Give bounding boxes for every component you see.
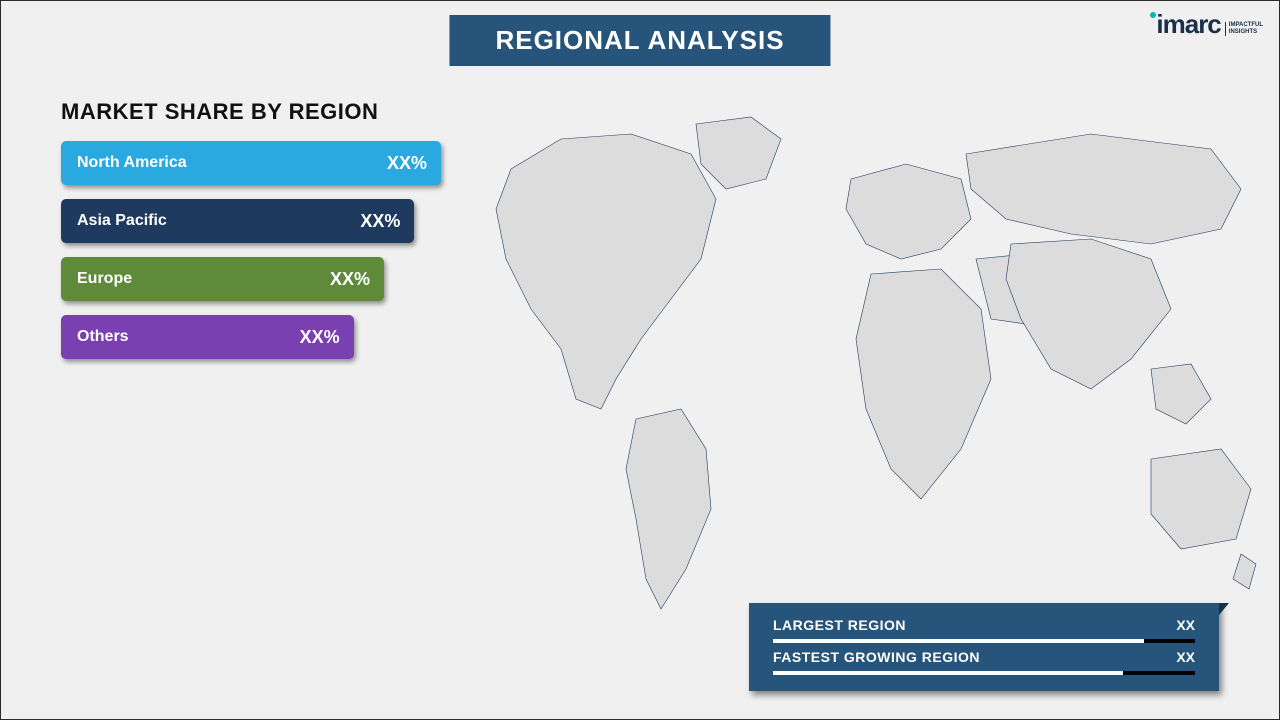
map-region (1006, 239, 1171, 389)
map-region (856, 269, 991, 499)
map-region (966, 134, 1241, 244)
info-row: FASTEST GROWING REGION XX (749, 645, 1219, 677)
region-bar: North America XX% (61, 141, 441, 185)
world-map (451, 109, 1261, 629)
region-bar: Others XX% (61, 315, 354, 359)
map-region (626, 409, 711, 609)
map-region (696, 117, 781, 189)
info-meter-fill (773, 671, 1123, 675)
panel-heading: MARKET SHARE BY REGION (61, 99, 441, 125)
world-map-svg (451, 109, 1261, 629)
map-region (496, 134, 716, 409)
logo-tagline: IMPACTFULINSIGHTS (1225, 22, 1263, 36)
region-bar: Europe XX% (61, 257, 384, 301)
region-bar-value: XX% (300, 327, 340, 348)
info-meter (773, 671, 1195, 675)
region-bar-value: XX% (387, 153, 427, 174)
info-meter-fill (773, 639, 1144, 643)
map-region (1233, 554, 1256, 589)
map-region (846, 164, 971, 259)
info-meter (773, 639, 1195, 643)
page-title-banner: REGIONAL ANALYSIS (449, 15, 830, 66)
logo-text: imarc (1156, 9, 1220, 40)
region-bar-label: Asia Pacific (61, 212, 167, 230)
map-region (1151, 449, 1251, 549)
market-share-panel: MARKET SHARE BY REGION North AmericaXX%A… (61, 99, 441, 373)
brand-logo: imarc IMPACTFULINSIGHTS (1150, 9, 1263, 40)
map-region (1151, 364, 1211, 424)
region-highlights-box: LARGEST REGION XX FASTEST GROWING REGION XX (749, 603, 1219, 691)
info-row: LARGEST REGION XX (749, 613, 1219, 645)
info-row-label: FASTEST GROWING REGION (773, 649, 980, 665)
info-row-label: LARGEST REGION (773, 617, 906, 633)
region-bar-label: Europe (61, 270, 132, 288)
region-bar: Asia Pacific XX% (61, 199, 414, 243)
info-row-value: XX (1176, 617, 1195, 633)
region-bar-value: XX% (330, 269, 370, 290)
region-bar-value: XX% (360, 211, 400, 232)
info-row-value: XX (1176, 649, 1195, 665)
region-bar-label: Others (61, 328, 129, 346)
region-bar-label: North America (61, 154, 187, 172)
bars-container: North America XX% Asia Pacific XX% Europe XX%… (61, 141, 441, 359)
